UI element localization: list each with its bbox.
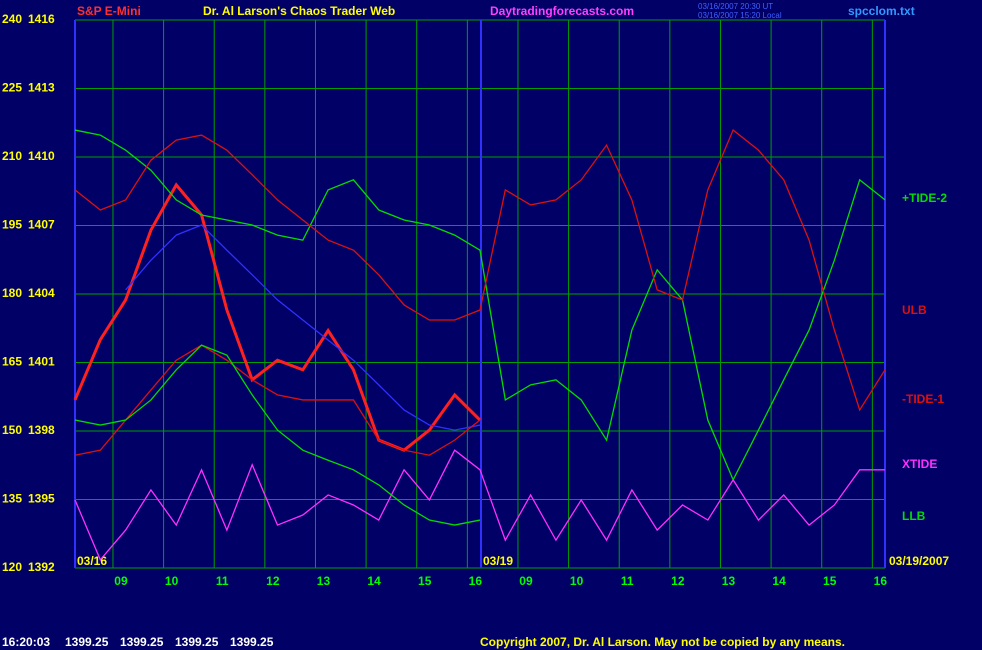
y2-tick-label: 1404: [28, 286, 55, 300]
x-tick-label: 14: [772, 574, 786, 588]
x-tick-label: 09: [114, 574, 128, 588]
legend-label: +TIDE-2: [902, 191, 947, 205]
x-tick-label: 16: [874, 574, 888, 588]
y-tick-label: 180: [2, 286, 22, 300]
y-tick-label: 210: [2, 149, 22, 163]
timestamp: 03/16/2007 15:20 Local: [698, 11, 782, 20]
y2-tick-label: 1416: [28, 12, 55, 26]
x-tick-label: 10: [165, 574, 179, 588]
quote: 1399.25: [120, 635, 164, 649]
y2-tick-label: 1395: [28, 492, 55, 506]
date-label: 03/19: [483, 554, 513, 568]
chart-title: Dr. Al Larson's Chaos Trader Web: [203, 4, 395, 18]
series-line: [125, 224, 481, 431]
y2-tick-label: 1398: [28, 423, 55, 437]
y2-tick-label: 1407: [28, 218, 55, 232]
y2-tick-label: 1410: [28, 149, 55, 163]
quote: 1399.25: [175, 635, 219, 649]
x-tick-label: 12: [266, 574, 280, 588]
legend-label: ULB: [902, 303, 927, 317]
legend-label: XTIDE: [902, 457, 937, 471]
y2-tick-label: 1392: [28, 560, 55, 574]
x-tick-label: 13: [317, 574, 331, 588]
quote: 1399.25: [65, 635, 109, 649]
series-line: [74, 344, 481, 526]
legend-label: -TIDE-1: [902, 392, 944, 406]
quote: 1399.25: [230, 635, 274, 649]
y-tick-label: 150: [2, 423, 22, 437]
x-tick-label: 11: [216, 574, 229, 588]
series-line: [74, 129, 886, 412]
y-tick-label: 120: [2, 560, 22, 574]
legend-label: LLB: [902, 509, 926, 523]
y2-tick-label: 1401: [28, 355, 55, 369]
y-tick-label: 225: [2, 81, 22, 95]
file-name: spcclom.txt: [848, 4, 915, 18]
y-tick-label: 240: [2, 12, 22, 26]
y-tick-label: 165: [2, 355, 22, 369]
x-tick-label: 13: [722, 574, 736, 588]
series-line: [74, 129, 886, 482]
website: Daytradingforecasts.com: [490, 4, 634, 18]
copyright: Copyright 2007, Dr. Al Larson. May not b…: [480, 635, 845, 649]
x-tick-label: 12: [671, 574, 685, 588]
status-time: 16:20:03: [2, 635, 50, 649]
x-tick-label: 16: [469, 574, 483, 588]
y-tick-label: 135: [2, 492, 22, 506]
x-tick-label: 14: [367, 574, 381, 588]
date-label: 03/19/2007: [889, 554, 949, 568]
symbol: S&P E-Mini: [77, 4, 141, 18]
x-tick-label: 10: [570, 574, 584, 588]
y2-tick-label: 1413: [28, 81, 55, 95]
y-tick-label: 195: [2, 218, 22, 232]
series-line: [73, 182, 482, 452]
x-tick-label: 15: [823, 574, 837, 588]
series-line: [74, 344, 481, 456]
timestamp: 03/16/2007 20:30 UT: [698, 2, 773, 11]
series-line: [74, 449, 885, 562]
x-tick-label: 15: [418, 574, 432, 588]
x-tick-label: 09: [519, 574, 533, 588]
x-tick-label: 11: [621, 574, 634, 588]
